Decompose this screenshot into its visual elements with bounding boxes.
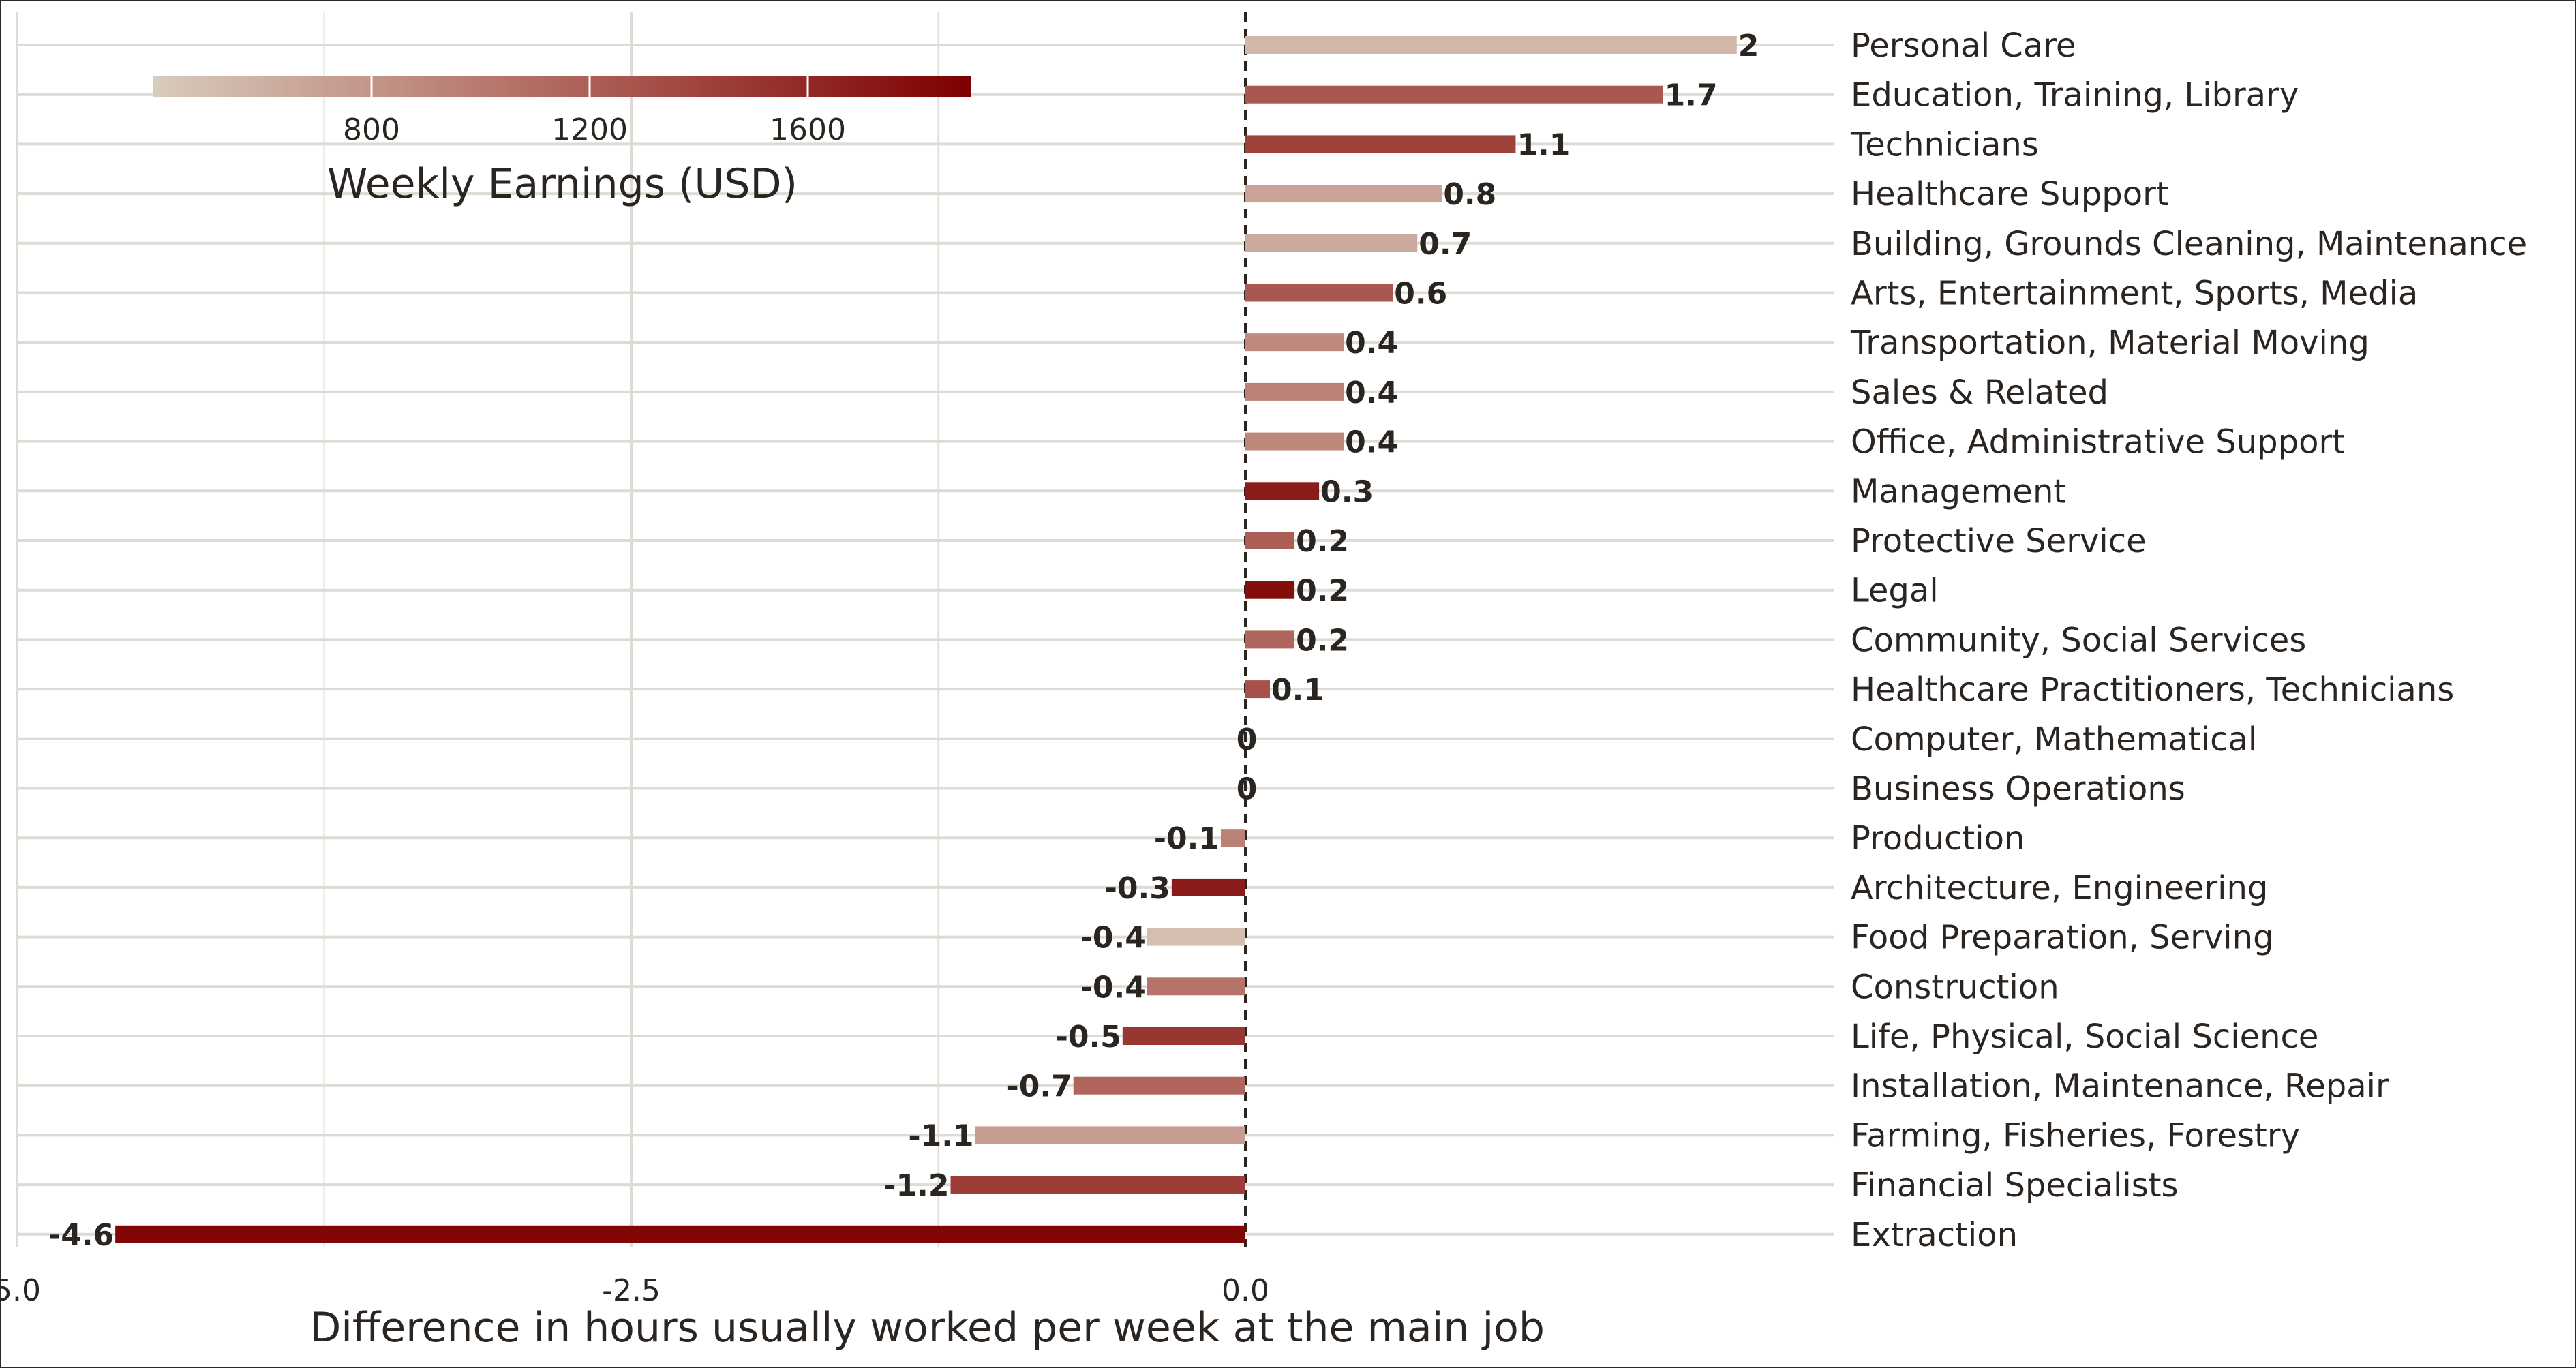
bar	[1220, 829, 1245, 847]
bar	[1245, 382, 1344, 401]
bar-value-label: -1.2	[883, 1168, 949, 1203]
legend-tick-label: 1600	[770, 112, 846, 147]
bar-value-label: 0.4	[1345, 425, 1398, 460]
bar	[1245, 135, 1516, 153]
category-label: Healthcare Practitioners, Technicians	[1851, 671, 2454, 709]
color-legend: 800 1200 1600 Weekly Earnings (USD)	[153, 76, 971, 208]
category-label: Legal	[1851, 572, 1939, 610]
bar-value-label: 0	[1237, 772, 1258, 807]
category-label: Architecture, Engineering	[1851, 869, 2268, 907]
category-label: Management	[1851, 472, 2066, 511]
bar-value-label: -0.4	[1080, 921, 1146, 956]
bar	[1245, 532, 1295, 549]
bar	[115, 1225, 1245, 1243]
bar	[1245, 85, 1663, 104]
bar-layer	[115, 36, 1737, 1243]
legend-color-bar	[153, 76, 971, 97]
category-label: Protective Service	[1851, 522, 2147, 560]
bar-value-label: 0.1	[1271, 673, 1324, 708]
category-label: Community, Social Services	[1851, 621, 2306, 659]
bar	[1245, 333, 1344, 352]
x-tick-label: -2.5	[602, 1273, 661, 1308]
category-label: Food Preparation, Serving	[1851, 919, 2274, 957]
bar	[1147, 977, 1245, 996]
category-label: Transportation, Material Moving	[1850, 324, 2369, 362]
category-label: Education, Training, Library	[1851, 76, 2299, 115]
x-tick-label: 0.0	[1222, 1273, 1269, 1308]
bar-value-label: -4.6	[48, 1218, 114, 1253]
category-label: Healthcare Support	[1851, 175, 2169, 213]
bar	[1245, 185, 1442, 203]
bar-value-label: -1.1	[908, 1119, 973, 1153]
bar-value-label: 0.4	[1345, 326, 1398, 361]
category-label: Sales & Related	[1851, 374, 2108, 412]
legend-tick-label: 800	[343, 112, 400, 147]
bar	[1245, 680, 1271, 699]
bar	[1147, 928, 1245, 946]
category-label: Construction	[1851, 968, 2059, 1006]
category-label: Business Operations	[1851, 770, 2185, 808]
bar-value-label: 0.3	[1320, 474, 1374, 509]
category-label: Personal Care	[1851, 27, 2076, 65]
bar	[1245, 630, 1295, 649]
bar-value-label: 0.8	[1443, 177, 1496, 212]
bar-value-label: 1.1	[1517, 127, 1570, 162]
category-label: Computer, Mathematical	[1851, 720, 2257, 759]
bar-value-label: -0.7	[1007, 1069, 1072, 1104]
category-label: Installation, Maintenance, Repair	[1851, 1067, 2389, 1106]
category-label: Extraction	[1851, 1216, 2018, 1254]
bar	[1245, 36, 1737, 54]
bar-value-label: 0.2	[1296, 623, 1349, 658]
bar-value-label: 0.6	[1394, 277, 1447, 311]
bar-value-label: 0.2	[1296, 524, 1349, 559]
category-label: Office, Administrative Support	[1851, 423, 2345, 461]
bar	[1245, 284, 1393, 302]
bar-value-label: -0.3	[1105, 871, 1170, 906]
bar-value-label: 0.4	[1345, 376, 1398, 410]
label-layer: 2 Personal Care 1.7 Education, Training, Li…	[0, 27, 2527, 1308]
grid-layer	[16, 12, 1834, 1247]
category-label: Production	[1851, 819, 2025, 857]
bar	[1245, 581, 1295, 599]
bar-value-label: 1.7	[1665, 78, 1718, 113]
category-label: Technicians	[1850, 125, 2039, 164]
bar-value-label: 0	[1237, 723, 1258, 757]
category-label: Arts, Entertainment, Sports, Media	[1851, 275, 2418, 313]
bar	[975, 1126, 1245, 1144]
bar	[1122, 1027, 1245, 1045]
legend-ticks: 800 1200 1600	[343, 76, 846, 147]
bar-value-label: 2	[1738, 29, 1759, 63]
bar	[1245, 432, 1344, 451]
bar-value-label: 0.7	[1419, 227, 1472, 262]
bar	[1245, 482, 1320, 500]
bar	[1245, 234, 1418, 252]
legend-tick-label: 1200	[551, 112, 628, 147]
legend-title: Weekly Earnings (USD)	[327, 160, 798, 208]
x-axis-title: Difference in hours usually worked per w…	[309, 1304, 1545, 1352]
bar-value-label: -0.5	[1056, 1020, 1121, 1054]
x-tick-label: 5.0	[0, 1273, 41, 1308]
bar	[950, 1176, 1245, 1194]
bar-value-label: -0.4	[1080, 970, 1146, 1005]
category-label: Life, Physical, Social Science	[1851, 1018, 2318, 1056]
category-label: Building, Grounds Cleaning, Maintenance	[1851, 225, 2527, 263]
bar	[1073, 1076, 1245, 1095]
category-label: Farming, Fisheries, Forestry	[1851, 1116, 2300, 1155]
bar-value-label: -0.1	[1154, 821, 1219, 856]
bar-value-label: 0.2	[1296, 574, 1349, 609]
category-label: Financial Specialists	[1851, 1166, 2179, 1204]
bar	[1171, 878, 1245, 896]
